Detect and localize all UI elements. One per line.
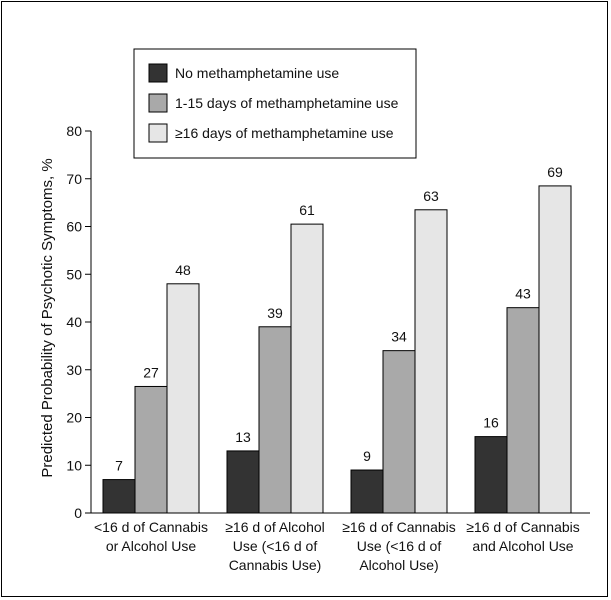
- x-category-label: <16 d of Cannabis: [94, 519, 208, 535]
- bar: [474, 436, 508, 514]
- y-axis: 0 10 20 30 40 50 60 70 80: [66, 123, 92, 521]
- bar: [166, 283, 200, 514]
- y-tick-label: 60: [66, 219, 82, 235]
- legend-label: 1-15 days of methamphetamine use: [175, 95, 399, 111]
- y-tick-label: 70: [66, 171, 82, 187]
- data-label: 27: [143, 364, 159, 380]
- y-axis-label: Predicted Probability of Psychotic Sympt…: [39, 158, 56, 477]
- bar: [134, 385, 168, 514]
- bar: [350, 469, 384, 514]
- legend-swatch: [148, 93, 168, 113]
- bar: [102, 479, 136, 514]
- data-label: 7: [115, 458, 123, 474]
- data-label: 39: [267, 305, 283, 321]
- y-tick-label: 30: [66, 362, 82, 378]
- data-label: 69: [547, 164, 563, 180]
- x-category-label: Use (<16 d of: [357, 538, 442, 554]
- legend-swatch: [148, 63, 168, 83]
- y-tick-label: 80: [66, 123, 82, 139]
- bar: [414, 209, 448, 514]
- data-label: 9: [363, 448, 371, 464]
- x-category-label: Cannabis Use): [229, 557, 322, 573]
- x-category-label: ≥16 d of Cannabis: [342, 519, 456, 535]
- bar: [382, 350, 416, 514]
- bar: [290, 223, 324, 514]
- y-tick-label: 10: [66, 457, 82, 473]
- data-label: 13: [235, 429, 251, 445]
- data-label: 63: [423, 188, 439, 204]
- bar: [538, 185, 572, 514]
- x-category-label: ≥16 d of Cannabis: [466, 519, 580, 535]
- data-label: 43: [515, 286, 531, 302]
- legend-box: [133, 48, 417, 159]
- x-category-label: Use (<16 d of: [233, 538, 318, 554]
- data-labels: 7 13 9 16 27 39 34 43 48 61 63 69: [115, 164, 563, 474]
- bars: [102, 185, 572, 514]
- data-label: 16: [483, 415, 499, 431]
- x-category-label: and Alcohol Use: [472, 538, 573, 554]
- bar: [506, 307, 540, 514]
- y-tick-label: 20: [66, 410, 82, 426]
- bar: [226, 450, 260, 514]
- legend-swatch: [148, 123, 168, 143]
- x-category-label: Alcohol Use): [359, 557, 438, 573]
- y-tick-label: 50: [66, 266, 82, 282]
- y-tick-label: 40: [66, 314, 82, 330]
- x-axis: <16 d of Cannabis or Alcohol Use ≥16 d of …: [91, 512, 590, 573]
- legend-label: ≥16 days of methamphetamine use: [175, 125, 394, 141]
- legend: No methamphetamine use 1-15 days of metha…: [133, 48, 417, 159]
- data-label: 61: [299, 202, 315, 218]
- y-tick-label: 0: [74, 505, 82, 521]
- x-category-label: or Alcohol Use: [106, 538, 196, 554]
- bar: [258, 326, 292, 514]
- legend-label: No methamphetamine use: [175, 65, 339, 81]
- data-label: 48: [175, 262, 191, 278]
- x-category-label: ≥16 d of Alcohol: [225, 519, 325, 535]
- data-label: 34: [391, 329, 407, 345]
